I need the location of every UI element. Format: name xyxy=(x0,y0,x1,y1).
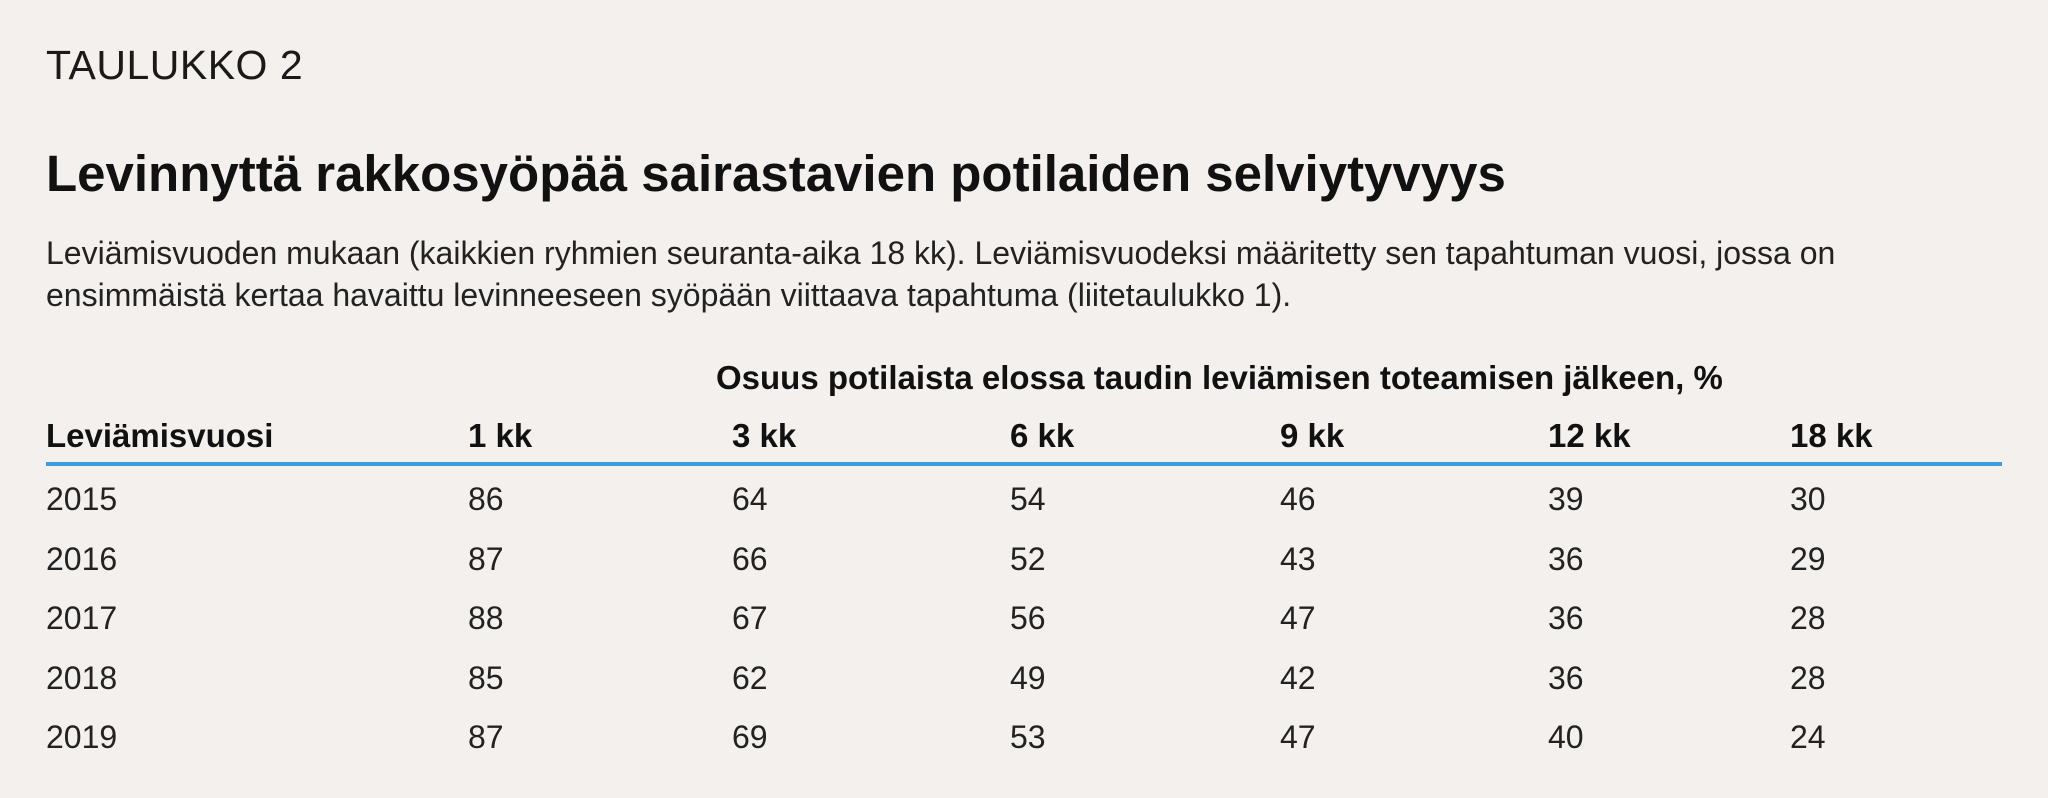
column-header-18kk: 18 kk xyxy=(1790,412,2002,466)
cell-18kk: 30 xyxy=(1790,481,1826,518)
cell-3kk: 69 xyxy=(732,719,768,756)
cell-1kk: 87 xyxy=(468,540,504,577)
cell-1kk: 85 xyxy=(468,659,504,696)
cell-9kk: 47 xyxy=(1280,719,1316,756)
column-header-3kk: 3 kk xyxy=(732,412,1010,466)
column-header-12kk: 12 kk xyxy=(1548,412,1790,466)
cell-9kk: 42 xyxy=(1280,659,1316,696)
cell-18kk: 29 xyxy=(1790,540,1826,577)
column-header-year: Leviämisvuosi xyxy=(46,412,468,466)
cell-18kk: 28 xyxy=(1790,600,1826,637)
cell-6kk: 49 xyxy=(1010,659,1046,696)
table-subtitle: Leviämisvuoden mukaan (kaikkien ryhmien … xyxy=(46,235,1836,313)
cell-1kk: 88 xyxy=(468,600,504,637)
column-header-6kk: 6 kk xyxy=(1010,412,1280,466)
column-group-header: Osuus potilaista elossa taudin leviämise… xyxy=(716,359,1723,396)
cell-3kk: 64 xyxy=(732,481,768,518)
cell-year: 2016 xyxy=(46,540,118,577)
cell-year: 2017 xyxy=(46,600,118,637)
survival-table: Leviämisvuosi 1 kk 3 kk 6 kk 9 kk 12 kk … xyxy=(46,412,2002,768)
cell-9kk: 47 xyxy=(1280,600,1316,637)
cell-12kk: 36 xyxy=(1548,540,1584,577)
cell-6kk: 52 xyxy=(1010,540,1046,577)
cell-1kk: 86 xyxy=(468,481,504,518)
cell-18kk: 28 xyxy=(1790,659,1826,696)
column-header-1kk: 1 kk xyxy=(468,412,732,466)
cell-12kk: 36 xyxy=(1548,600,1584,637)
cell-12kk: 40 xyxy=(1548,719,1584,756)
cell-12kk: 36 xyxy=(1548,659,1584,696)
cell-year: 2015 xyxy=(46,481,118,518)
cell-6kk: 54 xyxy=(1010,481,1046,518)
table-title: Levinnyttä rakkosyöpää sairastavien poti… xyxy=(46,145,1506,202)
cell-3kk: 62 xyxy=(732,659,768,696)
table-row: 2018 85 62 49 42 36 28 xyxy=(46,649,2002,709)
cell-9kk: 46 xyxy=(1280,481,1316,518)
table-header-row: Leviämisvuosi 1 kk 3 kk 6 kk 9 kk 12 kk … xyxy=(46,412,2002,466)
cell-3kk: 66 xyxy=(732,540,768,577)
cell-12kk: 39 xyxy=(1548,481,1584,518)
cell-3kk: 67 xyxy=(732,600,768,637)
cell-1kk: 87 xyxy=(468,719,504,756)
table-row: 2019 87 69 53 47 40 24 xyxy=(46,708,2002,768)
cell-year: 2019 xyxy=(46,719,118,756)
cell-year: 2018 xyxy=(46,659,118,696)
table-row: 2015 86 64 54 46 39 30 xyxy=(46,464,2002,530)
cell-6kk: 53 xyxy=(1010,719,1046,756)
table-number-label: TAULUKKO 2 xyxy=(46,42,304,88)
cell-18kk: 24 xyxy=(1790,719,1826,756)
cell-9kk: 43 xyxy=(1280,540,1316,577)
cell-6kk: 56 xyxy=(1010,600,1046,637)
table-row: 2016 87 66 52 43 36 29 xyxy=(46,530,2002,590)
table-row: 2017 88 67 56 47 36 28 xyxy=(46,589,2002,649)
column-header-9kk: 9 kk xyxy=(1280,412,1548,466)
